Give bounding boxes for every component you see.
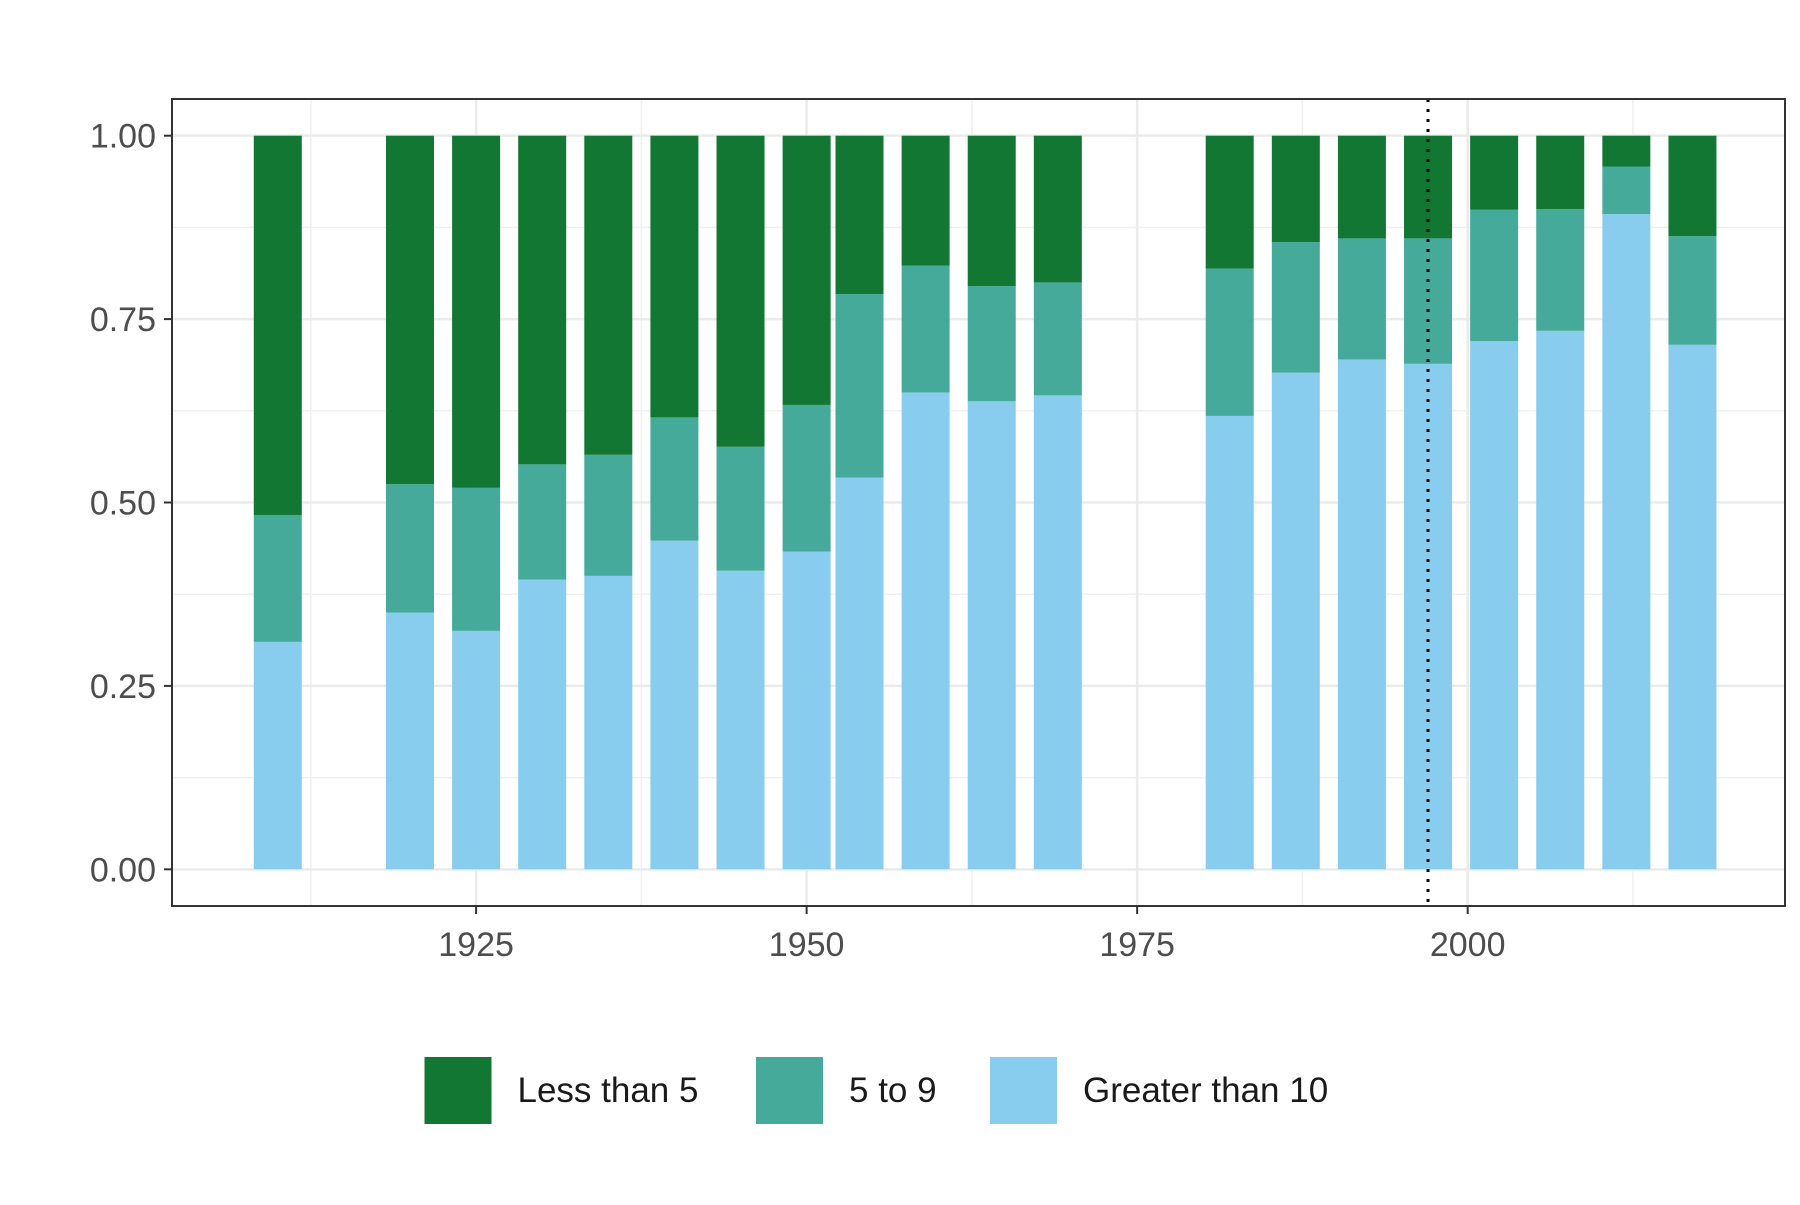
bar-segment <box>1536 209 1585 331</box>
bar-segment <box>1205 415 1254 870</box>
bar-segment <box>967 286 1016 402</box>
y-tick-label: 0.25 <box>90 668 156 706</box>
bar-segment <box>901 135 950 266</box>
bar-segment <box>835 477 884 870</box>
bar-segment <box>967 401 1016 870</box>
bar-segment <box>253 514 302 642</box>
y-tick-label: 0.00 <box>90 851 156 889</box>
bar-segment <box>835 294 884 478</box>
bar-segment <box>1033 395 1082 870</box>
bar-segment <box>1271 242 1320 373</box>
bar-segment <box>253 641 302 870</box>
y-tick-label: 0.75 <box>90 301 156 339</box>
legend-label: Less than 5 <box>518 1071 699 1110</box>
bar-segment <box>782 135 831 405</box>
bar-segment <box>1536 330 1585 870</box>
bar-segment <box>1602 166 1651 215</box>
bar-segment <box>1205 268 1254 416</box>
x-tick-label: 1925 <box>438 926 514 964</box>
bar-segment <box>1668 135 1717 237</box>
legend-label: Greater than 10 <box>1083 1071 1328 1110</box>
y-tick-label: 0.50 <box>90 485 156 523</box>
bar-segment <box>1337 359 1386 870</box>
bar-segment <box>518 464 567 580</box>
legend-label: 5 to 9 <box>849 1071 937 1110</box>
legend: Less than 5 5 to 9 Greater than 10 <box>424 1057 1328 1124</box>
bar-segment <box>1337 135 1386 239</box>
bar-segment <box>584 454 633 576</box>
bar-segment <box>1602 214 1651 870</box>
bar-segment <box>716 135 765 447</box>
bar-segment <box>385 135 434 485</box>
bar-segment <box>782 404 831 552</box>
bar-segment <box>518 135 567 465</box>
bar-segment <box>1033 282 1082 396</box>
bar-segment <box>1470 341 1519 870</box>
bar-segment <box>1271 135 1320 243</box>
bar-segment <box>716 570 765 870</box>
bar-segment <box>901 392 950 870</box>
bar-segment <box>452 487 501 631</box>
bar-segment <box>452 630 501 870</box>
bar-segment <box>385 484 434 613</box>
bar-segment <box>385 612 434 870</box>
bar-segment <box>584 575 633 870</box>
bar-segment <box>1536 135 1585 210</box>
bar-segment <box>1404 363 1453 870</box>
bar-segment <box>650 135 699 418</box>
bars <box>253 135 1717 870</box>
bar-segment <box>1668 344 1717 870</box>
bar-segment <box>1470 209 1519 342</box>
legend-key <box>756 1057 823 1124</box>
bar-segment <box>967 135 1016 287</box>
y-tick-label: 1.00 <box>90 118 156 156</box>
bar-segment <box>1668 236 1717 345</box>
bar-segment <box>650 540 699 870</box>
bar-segment <box>584 135 633 455</box>
legend-key <box>424 1057 492 1124</box>
bar-segment <box>1205 135 1254 269</box>
x-tick-label: 1975 <box>1099 926 1175 964</box>
bar-segment <box>452 135 501 488</box>
bar-segment <box>716 446 765 571</box>
bar-segment <box>1602 135 1651 167</box>
bar-segment <box>901 265 950 393</box>
bar-segment <box>782 551 831 870</box>
x-tick-label: 1950 <box>769 926 845 964</box>
bar-segment <box>1470 135 1519 210</box>
axes: 0.00 0.25 0.50 0.75 1.00 1925 1950 1975 2000 <box>90 118 1506 964</box>
bar-segment <box>518 579 567 870</box>
bar-segment <box>1033 135 1082 283</box>
bar-segment <box>253 135 302 515</box>
legend-key <box>990 1057 1057 1124</box>
bar-segment <box>1337 238 1386 360</box>
x-tick-label: 2000 <box>1430 926 1506 964</box>
bar-segment <box>650 417 699 541</box>
bar-segment <box>835 135 884 295</box>
bar-segment <box>1271 372 1320 870</box>
